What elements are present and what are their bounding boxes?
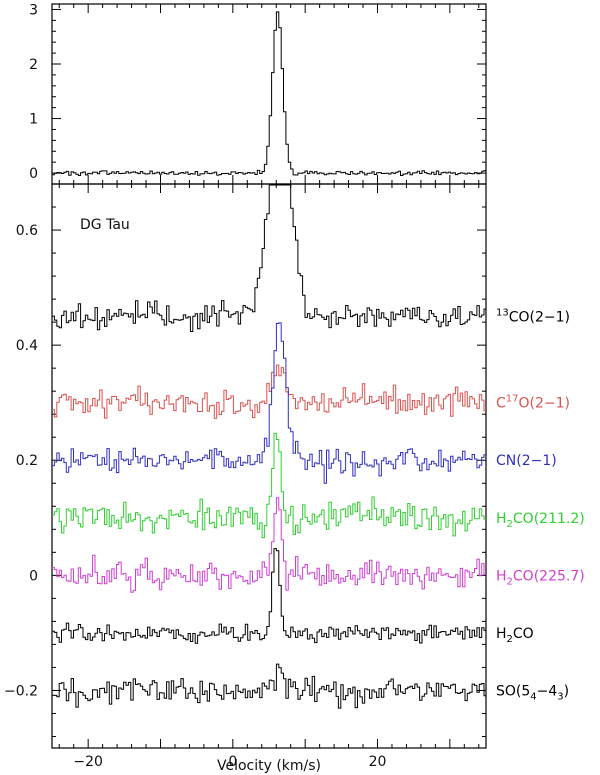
x-tick-label: 0 [228, 754, 237, 770]
x-axis-title: Velocity (km/s) [217, 758, 321, 774]
y-tick-label: 0 [29, 568, 38, 584]
source-title: DG Tau [80, 217, 130, 233]
series-label: H2CO [496, 626, 534, 645]
plot-frame [51, 183, 487, 749]
series-label: CN(2−1) [496, 453, 557, 469]
plot-frame [51, 3, 487, 185]
y-tick-label: −0.2 [4, 683, 38, 699]
series-label: H2CO(225.7) [496, 568, 585, 587]
series-label: C17O(2−1) [496, 394, 570, 412]
series-label: 13CO(2−1) [496, 307, 570, 325]
spectrum-line [52, 548, 486, 644]
spectrum-line [52, 322, 486, 484]
series-label: H2CO(211.2) [496, 511, 585, 530]
bottom-panel: −0.2 0 0.2 0.4 0.6 −20 0 20 Velocity (km/s) DG Ta… [4, 183, 585, 774]
spectrum-line [52, 11, 486, 176]
spectrum-line [52, 663, 486, 709]
x-tick-label: −20 [73, 754, 103, 770]
spectrum-line [52, 364, 486, 419]
y-tick-label: 0.6 [16, 223, 38, 239]
y-tick-label: 1 [29, 112, 38, 128]
spectrum-line [52, 432, 486, 539]
spectrum-line [52, 497, 486, 593]
y-tick-label: 0 [29, 166, 38, 182]
y-tick-label: 2 [29, 57, 38, 73]
y-tick-label: 0.4 [16, 338, 38, 354]
y-tick-label: 0.2 [16, 453, 38, 469]
series-label: SO(54−43) [496, 683, 569, 702]
x-tick-label: 20 [369, 754, 387, 770]
y-tick-label: 3 [29, 2, 38, 18]
spectrum-line [52, 184, 486, 332]
top-panel: 0 1 2 3 [29, 2, 487, 185]
